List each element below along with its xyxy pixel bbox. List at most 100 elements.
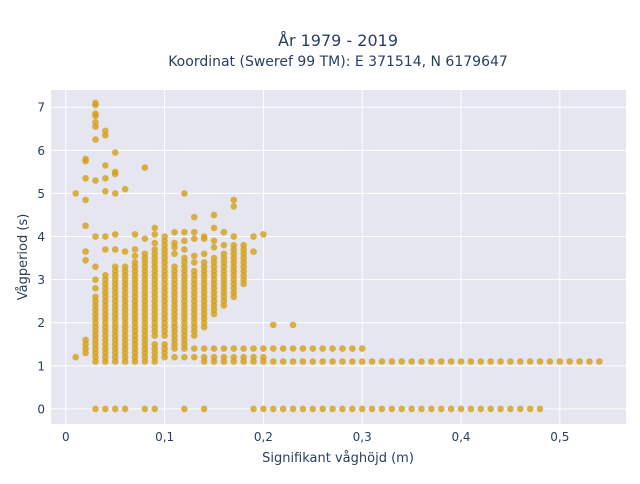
data-point [487,405,494,413]
data-point [230,353,238,361]
data-point [82,222,89,230]
data-point [210,353,218,361]
data-point [309,405,317,413]
data-point [102,272,109,279]
data-point [181,237,188,245]
x-axis-title: Signifikant våghöjd (m) [262,451,414,466]
data-point [210,224,218,232]
data-point [200,353,208,361]
data-point [329,345,336,352]
data-point [497,358,504,365]
data-point [526,405,534,413]
data-point [536,358,544,365]
data-point [250,345,257,352]
data-point [181,246,188,253]
data-point [378,358,386,365]
data-point [102,246,109,253]
data-point [161,233,168,240]
data-point [190,267,198,275]
data-point [190,252,198,260]
data-point [319,345,326,352]
data-point [388,405,396,413]
data-point [121,185,129,193]
data-point [181,353,188,361]
data-point [250,353,257,361]
data-point [92,119,99,126]
data-point [556,358,564,365]
data-point [181,190,188,197]
data-point [181,405,188,413]
data-point [121,405,129,413]
y-tick-label: 4 [37,230,45,244]
data-point [111,168,119,176]
data-point [566,358,573,365]
data-point [467,405,475,413]
data-point [240,353,247,361]
data-point [111,263,119,271]
data-point [349,358,356,365]
data-point [82,196,89,204]
data-point [457,405,465,413]
data-point [220,228,228,236]
data-point [408,405,415,413]
data-point [92,99,99,107]
data-point [516,358,524,365]
data-point [299,405,307,413]
data-point [418,358,425,365]
data-point [378,405,386,413]
data-point [161,340,168,348]
data-point [260,353,267,361]
data-points [72,99,603,413]
data-point [398,358,406,365]
data-point [200,345,208,352]
data-point [250,248,257,255]
data-point [329,405,336,413]
data-point [230,233,238,240]
data-point [190,353,198,361]
y-tick-label: 7 [37,101,45,115]
data-point [457,358,465,365]
data-point [349,405,356,413]
data-point [230,196,238,204]
data-point [151,340,159,348]
data-point [210,244,218,251]
data-point [368,358,376,365]
x-tick-label: 0,1 [155,430,174,444]
data-point [269,405,277,413]
data-point [546,358,554,365]
y-tick-label: 6 [37,144,45,158]
data-point [339,358,346,365]
y-tick-label: 0 [37,402,45,416]
data-point [200,259,208,266]
data-point [260,345,267,352]
data-point [437,358,445,365]
data-point [210,237,218,245]
data-point [151,246,159,253]
data-point [82,248,89,255]
data-point [220,353,228,361]
data-point [102,233,109,240]
data-point [269,345,277,352]
data-point [576,358,583,365]
data-point [250,233,257,240]
data-point [240,241,247,249]
data-point [181,228,188,236]
data-point [398,405,406,413]
data-point [111,246,119,253]
data-point [72,353,79,361]
data-point [329,358,336,365]
y-tick-label: 2 [37,316,45,330]
data-point [428,405,435,413]
data-point [516,405,524,413]
data-point [121,263,129,271]
data-point [92,233,99,240]
data-point [92,276,99,283]
data-point [230,203,238,210]
chart-title: År 1979 - 2019 [278,31,398,50]
data-point [319,358,326,365]
data-point [121,248,129,255]
data-point [339,345,346,352]
data-point [210,254,218,262]
data-point [151,231,159,238]
data-point [388,358,396,365]
